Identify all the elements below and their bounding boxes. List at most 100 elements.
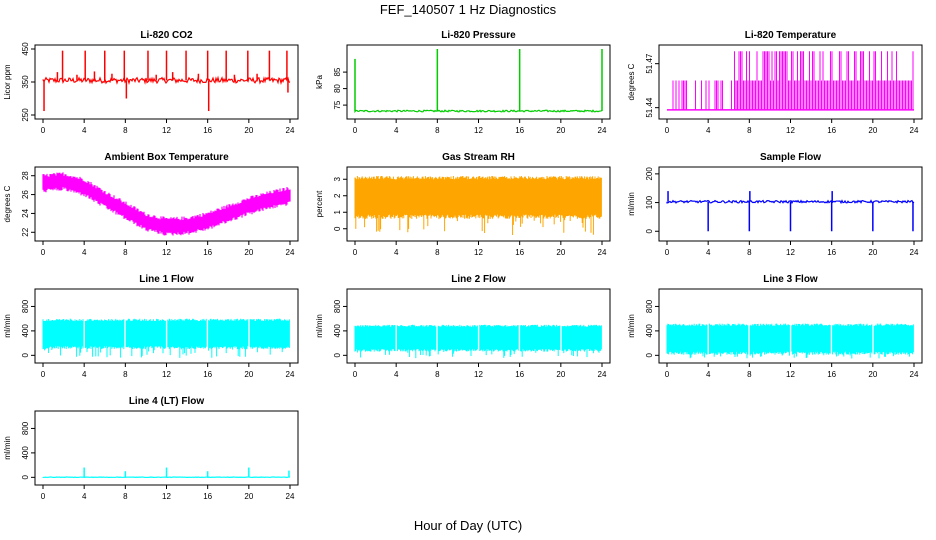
x-tick-label: 4 (82, 126, 87, 135)
x-tick-label: 8 (747, 248, 752, 257)
x-tick-label: 16 (203, 126, 212, 135)
x-tick-label: 12 (786, 248, 795, 257)
x-tick-label: 4 (394, 126, 399, 135)
x-tick-label: 12 (162, 492, 171, 501)
x-tick-label: 16 (827, 248, 836, 257)
x-tick-label: 20 (244, 492, 253, 501)
y-tick-label: 0 (645, 228, 654, 233)
series-band (354, 324, 602, 359)
y-tick-label: 2 (333, 193, 342, 198)
y-tick-label: 0 (21, 353, 30, 358)
x-tick-label: 12 (162, 126, 171, 135)
x-tick-label: 24 (910, 248, 919, 257)
plot-frame (346, 44, 611, 120)
y-tick-label: 350 (21, 75, 30, 89)
x-tick-label: 16 (515, 370, 524, 379)
y-tick-label: 0 (21, 475, 30, 480)
series-band (354, 175, 602, 235)
x-tick-label: 24 (286, 492, 295, 501)
y-axis-label: ml/min (627, 192, 636, 216)
x-tick-label: 4 (706, 248, 711, 257)
x-tick-label: 4 (706, 370, 711, 379)
x-tick-label: 0 (353, 126, 358, 135)
x-tick-label: 12 (474, 248, 483, 257)
x-tick-label: 4 (394, 370, 399, 379)
series-line (42, 75, 291, 86)
x-tick-label: 0 (41, 126, 46, 135)
page-title: FEF_140507 1 Hz Diagnostics (379, 2, 557, 17)
x-tick-label: 8 (123, 370, 128, 379)
y-axis-label: ml/min (3, 436, 12, 460)
x-tick-label: 20 (244, 370, 253, 379)
y-tick-label: 400 (21, 324, 30, 338)
x-tick-label: 16 (827, 126, 836, 135)
x-tick-label: 20 (868, 126, 877, 135)
x-tick-label: 16 (203, 248, 212, 257)
chart-panel: Li-820 Pressure kPa 0 4 8 12 16 20 24 75 80 85 (315, 30, 611, 135)
x-tick-label: 4 (82, 492, 87, 501)
x-tick-label: 16 (515, 248, 524, 257)
x-tick-label: 4 (82, 248, 87, 257)
y-tick-label: 800 (645, 299, 654, 313)
x-axis-caption: Hour of Day (UTC) (413, 518, 523, 533)
y-tick-label: 75 (333, 100, 342, 109)
x-tick-label: 20 (556, 126, 565, 135)
chart-title: Gas Stream RH (442, 152, 515, 163)
y-axis-label: Licor ppm (3, 64, 12, 99)
x-tick-label: 20 (244, 248, 253, 257)
chart-title: Li-820 Pressure (441, 30, 516, 41)
y-tick-label: 24 (21, 208, 30, 217)
y-tick-label: 200 (645, 167, 654, 181)
y-tick-label: 400 (333, 324, 342, 338)
x-tick-label: 24 (598, 126, 607, 135)
chart-title: Li-820 Temperature (745, 30, 837, 41)
y-tick-label: 250 (21, 108, 30, 122)
chart-title: Li-820 CO2 (140, 30, 193, 41)
y-tick-label: 85 (333, 67, 342, 76)
chart-panel: Line 2 Flow ml/min 0 4 8 12 16 20 24 0 400 800 (315, 274, 611, 379)
chart-title: Ambient Box Temperature (104, 152, 229, 163)
chart-panel: Li-820 Temperature degrees C 0 4 8 12 16 20 24 51… (627, 30, 923, 135)
series-line (354, 109, 603, 114)
x-tick-label: 8 (123, 492, 128, 501)
x-tick-label: 20 (556, 370, 565, 379)
y-tick-label: 28 (21, 171, 30, 180)
y-tick-label: 0 (333, 226, 342, 231)
x-tick-label: 8 (747, 370, 752, 379)
x-tick-label: 0 (41, 370, 46, 379)
chart-panel: Sample Flow ml/min 0 4 8 12 16 20 24 0 100 200 (627, 152, 923, 257)
x-tick-label: 8 (123, 248, 128, 257)
x-tick-label: 12 (474, 126, 483, 135)
x-tick-label: 12 (474, 370, 483, 379)
chart-panel: Li-820 CO2 Licor ppm 0 4 8 12 16 20 24 250 350 450 (3, 30, 299, 135)
y-tick-label: 26 (21, 190, 30, 199)
series-band (42, 318, 290, 358)
y-tick-label: 80 (333, 84, 342, 93)
x-tick-label: 0 (41, 248, 46, 257)
x-tick-label: 24 (910, 126, 919, 135)
x-tick-label: 0 (665, 248, 670, 257)
x-tick-label: 24 (286, 370, 295, 379)
x-tick-label: 4 (394, 248, 399, 257)
y-axis-label: kPa (315, 75, 324, 89)
y-axis-label: degrees C (627, 63, 636, 100)
y-tick-label: 800 (21, 421, 30, 435)
y-tick-label: 22 (21, 227, 30, 236)
chart-title: Line 1 Flow (139, 274, 194, 285)
y-axis-label: ml/min (627, 314, 636, 338)
chart-panel: Line 3 Flow ml/min 0 4 8 12 16 20 24 0 400 800 (627, 274, 923, 379)
chart-title: Line 3 Flow (763, 274, 818, 285)
y-tick-label: 0 (645, 353, 654, 358)
x-tick-label: 4 (82, 370, 87, 379)
y-axis-label: degrees C (3, 185, 12, 222)
x-tick-label: 20 (244, 126, 253, 135)
x-tick-label: 24 (910, 370, 919, 379)
x-tick-label: 20 (868, 370, 877, 379)
x-tick-label: 24 (598, 248, 607, 257)
x-tick-label: 8 (123, 126, 128, 135)
x-tick-label: 0 (353, 248, 358, 257)
x-tick-label: 24 (286, 126, 295, 135)
chart-title: Sample Flow (760, 152, 821, 163)
series-band (666, 323, 914, 359)
x-tick-label: 12 (786, 126, 795, 135)
